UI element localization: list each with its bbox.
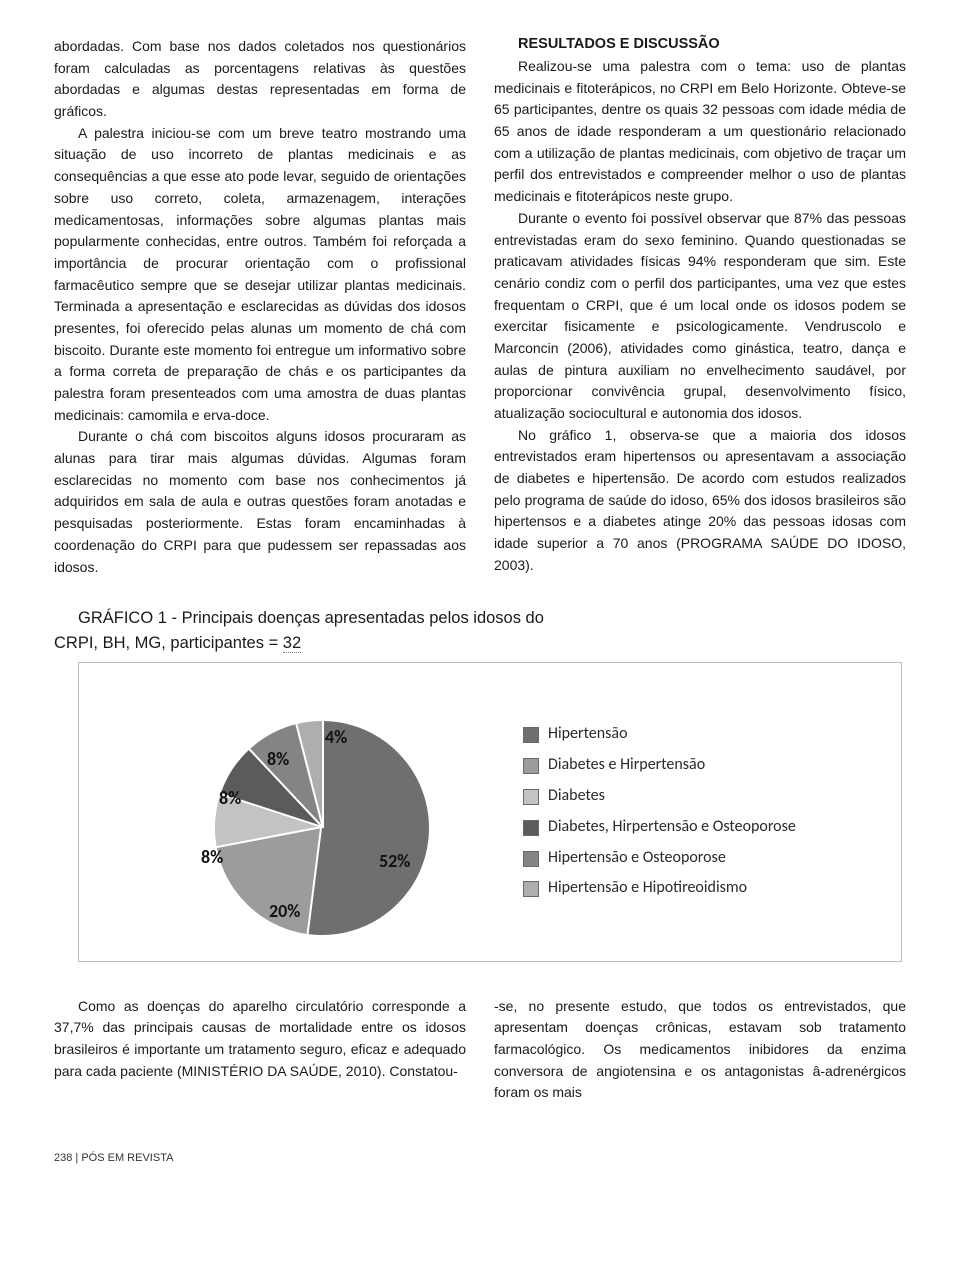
legend-swatch: [523, 758, 539, 774]
left-column: abordadas. Com base nos dados coletados …: [54, 36, 466, 578]
legend-swatch: [523, 820, 539, 836]
legend-swatch: [523, 727, 539, 743]
legend-label: Diabetes, Hirpertensão e Osteoporose: [548, 818, 796, 837]
legend-label: Hipertensão e Hipotireoidismo: [548, 879, 747, 898]
bottom-left-column: Como as doenças do aparelho circulatório…: [54, 996, 466, 1104]
body-paragraph: No gráfico 1, observa-se que a maioria d…: [494, 425, 906, 577]
body-paragraph: -se, no presente estudo, que todos os en…: [494, 996, 906, 1104]
page: abordadas. Com base nos dados coletados …: [0, 0, 960, 1192]
journal-name: PÓS EM REVISTA: [81, 1152, 173, 1164]
pie-percent-label: 20%: [269, 900, 300, 922]
chart-inner: 52% 20% 8% 8% 8% 4% Hipertensão Diabetes e Hir…: [87, 673, 887, 951]
section-heading: RESULTADOS E DISCUSSÃO: [494, 36, 906, 52]
legend-item: Hipertensão e Osteoporose: [523, 849, 887, 868]
pie-percent-label: 52%: [379, 850, 410, 872]
legend-item: Diabetes e Hirpertensão: [523, 756, 887, 775]
body-paragraph: Realizou-se uma palestra com o tema: uso…: [494, 56, 906, 208]
pie-slice-border: [322, 721, 324, 828]
legend-label: Diabetes: [548, 787, 605, 806]
pie-chart: 52% 20% 8% 8% 8% 4% Hipertensão Diabetes e Hir…: [78, 662, 902, 962]
chart-legend: Hipertensão Diabetes e Hirpertensão Diabet…: [517, 725, 887, 898]
body-paragraph: Durante o chá com biscoitos alguns idoso…: [54, 426, 466, 578]
legend-item: Hipertensão e Hipotireoidismo: [523, 879, 887, 898]
page-footer: 238 | PÓS EM REVISTA: [54, 1152, 906, 1164]
pie-percent-label: 8%: [201, 846, 223, 868]
legend-item: Diabetes: [523, 787, 887, 806]
chart-title-line2a: CRPI, BH, MG, participantes =: [54, 634, 283, 652]
chart-title-line1: GRÁFICO 1 - Principais doenças apresenta…: [78, 609, 544, 627]
legend-swatch: [523, 789, 539, 805]
body-paragraph: Como as doenças do aparelho circulatório…: [54, 996, 466, 1083]
pie-percent-label: 4%: [325, 726, 347, 748]
right-column: RESULTADOS E DISCUSSÃO Realizou-se uma p…: [494, 36, 906, 578]
chart-title-n: 32: [283, 634, 301, 653]
pie-percent-label: 8%: [219, 787, 241, 809]
chart-title: GRÁFICO 1 - Principais doenças apresenta…: [54, 606, 906, 656]
bottom-right-column: -se, no presente estudo, que todos os en…: [494, 996, 906, 1104]
legend-label: Hipertensão e Osteoporose: [548, 849, 726, 868]
page-number: 238: [54, 1152, 72, 1164]
pie-area: 52% 20% 8% 8% 8% 4%: [87, 673, 517, 951]
legend-swatch: [523, 881, 539, 897]
bottom-two-columns: Como as doenças do aparelho circulatório…: [54, 996, 906, 1104]
legend-item: Hipertensão: [523, 725, 887, 744]
body-paragraph: abordadas. Com base nos dados coletados …: [54, 36, 466, 123]
two-column-body: abordadas. Com base nos dados coletados …: [54, 36, 906, 578]
legend-label: Diabetes e Hirpertensão: [548, 756, 705, 775]
body-paragraph: A palestra iniciou-se com um breve teatr…: [54, 123, 466, 427]
pie-percent-label: 8%: [267, 748, 289, 770]
footer-sep: |: [72, 1152, 81, 1164]
body-paragraph: Durante o evento foi possível observar q…: [494, 208, 906, 425]
legend-swatch: [523, 851, 539, 867]
legend-label: Hipertensão: [548, 725, 628, 744]
legend-item: Diabetes, Hirpertensão e Osteoporose: [523, 818, 887, 837]
